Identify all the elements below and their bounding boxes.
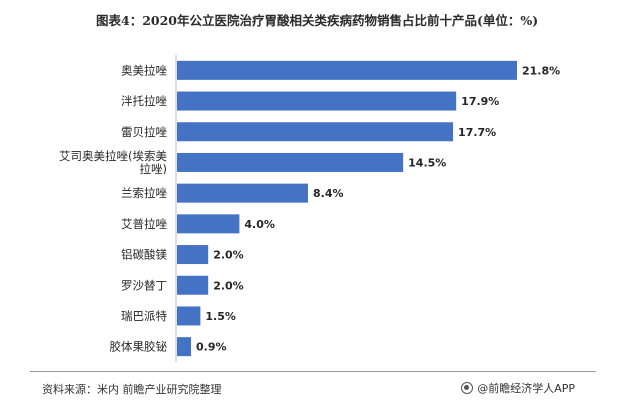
category-label-1-line-0: 泮托拉唑 [121, 94, 167, 108]
category-label-1: 泮托拉唑 [121, 94, 167, 108]
category-label-0-line-0: 奥美拉唑 [121, 63, 167, 77]
source-note: 资料来源：米内 前瞻产业研究院整理 [42, 383, 222, 396]
value-label-6: 2.0% [213, 249, 244, 262]
value-label-1: 17.9% [461, 95, 499, 108]
value-label-2: 17.7% [458, 126, 496, 139]
value-label-7: 2.0% [213, 279, 244, 292]
bar-1 [177, 91, 457, 111]
bar-4 [177, 183, 309, 203]
credit: @前瞻经济学人APP [461, 380, 575, 396]
category-label-6-line-0: 铝碳酸镁 [121, 248, 167, 262]
category-label-8-line-0: 瑞巴派特 [121, 309, 167, 323]
category-label-9-line-0: 胶体果胶铋 [110, 340, 168, 354]
bar-9 [177, 337, 192, 357]
bar-2 [177, 122, 454, 142]
bar-chart: 21.8% 奥美拉唑 17.9% 泮托拉唑 17.7% 雷贝拉唑 14.5% 艾司奥美拉唑(埃… [59, 55, 560, 362]
bar-0 [177, 60, 517, 80]
bar-5 [177, 214, 240, 234]
category-label-4-line-0: 兰索拉唑 [121, 186, 167, 200]
category-label-5-line-0: 艾普拉唑 [121, 217, 167, 231]
footer-divider [30, 371, 596, 372]
value-label-8: 1.5% [205, 310, 236, 323]
bar-8 [177, 306, 201, 326]
category-label-5: 艾普拉唑 [121, 217, 167, 231]
category-label-4: 兰索拉唑 [121, 186, 167, 200]
bar-7 [177, 275, 209, 295]
value-label-0: 21.8% [522, 64, 560, 77]
chart-title: 图表4：2020年公立医院治疗胃酸相关类疾病药物销售占比前十产品(单位：%) [96, 13, 539, 28]
category-label-7: 罗沙替丁 [121, 278, 167, 292]
category-label-0: 奥美拉唑 [121, 63, 167, 77]
category-label-6: 铝碳酸镁 [121, 248, 167, 262]
category-label-9: 胶体果胶铋 [110, 340, 168, 354]
category-label-8: 瑞巴派特 [121, 309, 167, 323]
category-label-3: 艾司奥美拉唑(埃索美拉唑) [59, 149, 167, 176]
category-label-2-line-0: 雷贝拉唑 [121, 125, 167, 139]
value-label-9: 0.9% [196, 341, 227, 354]
category-label-2: 雷贝拉唑 [121, 125, 167, 139]
category-label-3-line-1: 拉唑) [140, 162, 168, 176]
value-label-3: 14.5% [408, 156, 446, 169]
brand-logo-icon [461, 382, 474, 394]
category-label-7-line-0: 罗沙替丁 [121, 278, 167, 292]
bar-6 [177, 245, 209, 265]
value-label-4: 8.4% [313, 187, 344, 200]
bar-3 [177, 152, 404, 172]
credit-text: @前瞻经济学人APP [477, 382, 575, 395]
category-label-3-line-0: 艾司奥美拉唑(埃索美 [59, 149, 167, 163]
value-label-5: 4.0% [244, 218, 275, 231]
